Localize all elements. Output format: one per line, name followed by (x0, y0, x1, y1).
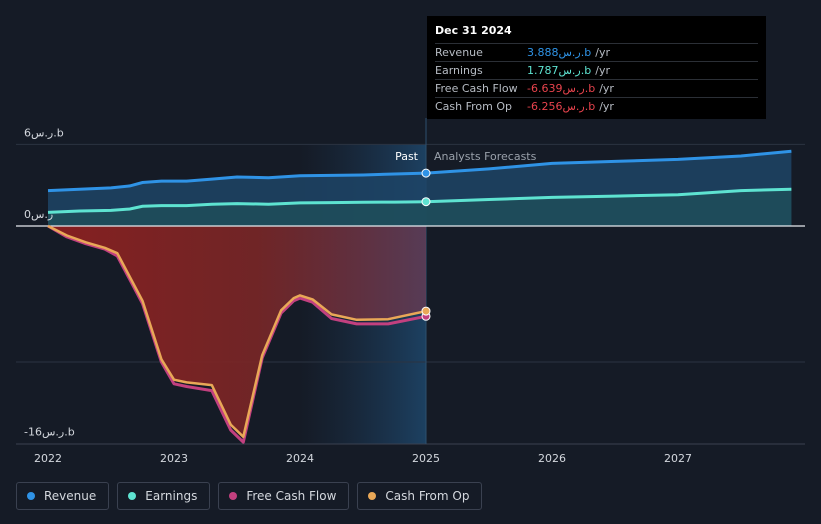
x-tick-label: 2023 (160, 452, 188, 465)
tooltip-value: -6.256ر.س.b (527, 100, 596, 113)
legend-label: Revenue (44, 489, 97, 503)
legend-dot-icon (368, 492, 377, 500)
tooltip-value: -6.639ر.س.b (527, 82, 596, 95)
tooltip-label: Revenue (435, 46, 483, 59)
x-tick-label: 2025 (412, 452, 440, 465)
x-tick-label: 2022 (34, 452, 62, 465)
legend-item-revenue[interactable]: Revenue (16, 482, 110, 510)
legend-dot-icon (27, 492, 35, 500)
forecast-label: Analysts Forecasts (434, 150, 537, 163)
tooltip-row-free-cash-flow: Free Cash Flow -6.639ر.س.b /yr (435, 79, 758, 97)
earnings-point (421, 197, 431, 207)
tooltip-unit: /yr (599, 100, 614, 113)
tooltip-row-cash-from-op: Cash From Op -6.256ر.س.b /yr (435, 97, 758, 115)
legend-item-free-cash-flow[interactable]: Free Cash Flow (218, 482, 350, 510)
legend: Revenue Earnings Free Cash Flow Cash Fro… (16, 482, 483, 510)
tooltip-label: Earnings (435, 64, 483, 77)
earnings-line (47, 200, 427, 214)
x-tick-label: 2027 (664, 452, 692, 465)
cash-from-op-line (47, 224, 427, 439)
tooltip-unit: /yr (595, 46, 610, 59)
x-tick-label: 2024 (286, 452, 314, 465)
cash-flow-area (48, 226, 426, 437)
earnings-forecast-line (425, 187, 792, 204)
tooltip-date: Dec 31 2024 (435, 24, 512, 37)
tooltip-label: Free Cash Flow (435, 82, 518, 95)
earnings-area (48, 189, 792, 226)
revenue-line (47, 171, 427, 193)
tooltip-row-earnings: Earnings 1.787ر.س.b /yr (435, 61, 758, 79)
tooltip-row-revenue: Revenue 3.888ر.س.b /yr (435, 43, 758, 61)
free-cash-flow-line (47, 224, 427, 444)
y-tick-label: -16ر.س.b (24, 426, 75, 439)
revenue-point (421, 168, 431, 178)
legend-dot-icon (128, 492, 137, 500)
legend-dot-icon (229, 492, 238, 500)
legend-label: Free Cash Flow (246, 489, 337, 503)
past-label: Past (395, 150, 419, 163)
tooltip-panel: Dec 31 2024 Revenue 3.888ر.س.b /yr Earni… (427, 16, 766, 119)
tooltip-label: Cash From Op (435, 100, 513, 113)
x-tick-label: 2026 (538, 452, 566, 465)
revenue-forecast-line (425, 149, 792, 175)
tooltip-value: 3.888ر.س.b (527, 46, 592, 59)
y-tick-label: 0ر.س (24, 208, 53, 221)
tooltip-unit: /yr (599, 82, 614, 95)
cash-from-op-point (421, 306, 431, 316)
legend-label: Earnings (145, 489, 198, 503)
legend-item-earnings[interactable]: Earnings (117, 482, 211, 510)
y-tick-label: 6ر.س.b (24, 126, 64, 139)
legend-label: Cash From Op (385, 489, 470, 503)
tooltip-unit: /yr (595, 64, 610, 77)
tooltip-value: 1.787ر.س.b (527, 64, 592, 77)
legend-item-cash-from-op[interactable]: Cash From Op (357, 482, 483, 510)
